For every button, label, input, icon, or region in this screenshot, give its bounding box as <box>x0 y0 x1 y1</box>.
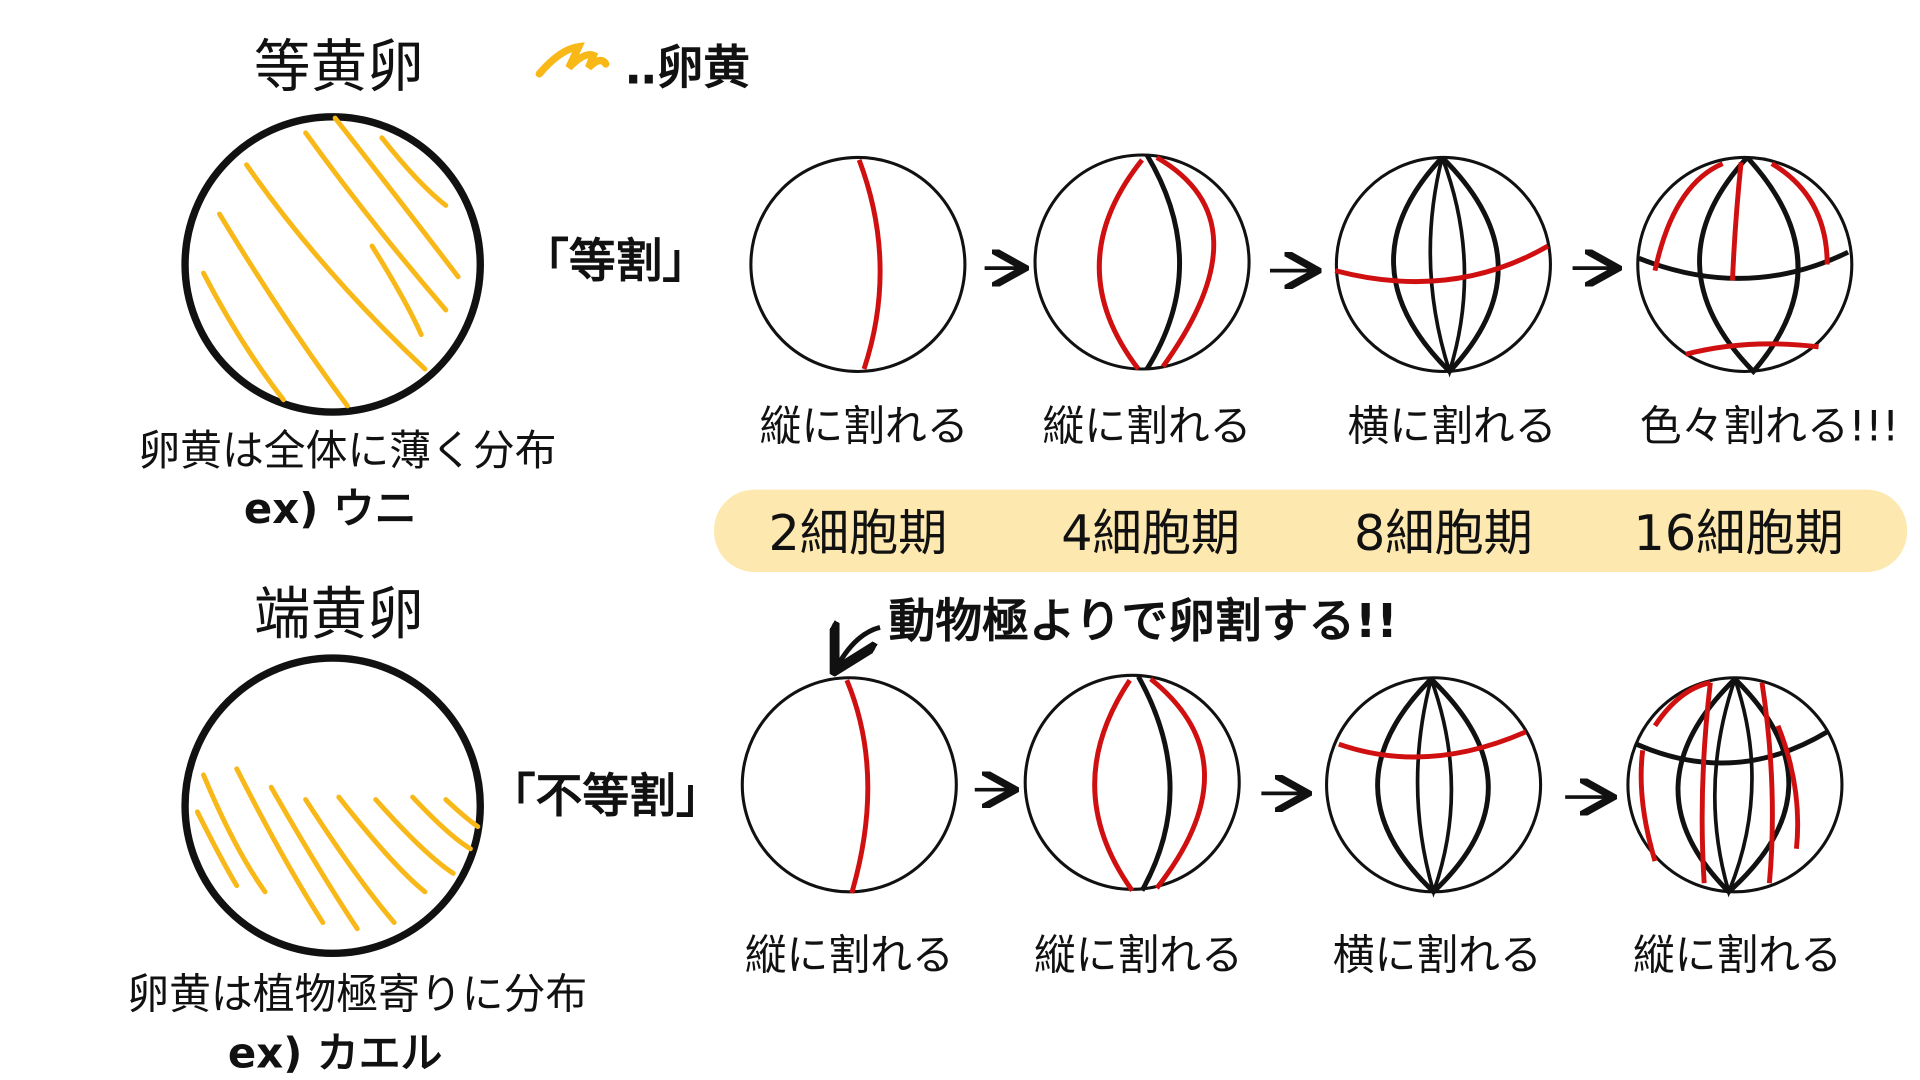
stage-band <box>713 489 1908 572</box>
stage-band-label: 2細胞期 <box>768 504 947 562</box>
telolecithal-description: 卵黄は植物極寄りに分布 <box>127 970 587 1019</box>
top-stage-label: 縦に割れる <box>760 401 969 450</box>
svg-text:‥卵黄: ‥卵黄 <box>625 42 750 96</box>
bottom-stage-label: 横に割れる <box>1333 930 1542 979</box>
stage-band-label: 16細胞期 <box>1634 504 1844 562</box>
isolecithal-description: 卵黄は全体に薄く分布 <box>138 426 556 475</box>
bottom-stage-label: 縦に割れる <box>1633 930 1842 979</box>
telolecithal-example: ex) カエル <box>228 1029 442 1078</box>
bottom-stage-label: 縦に割れる <box>1034 930 1243 979</box>
yolk-scribble-icon <box>535 42 610 78</box>
yolk-legend: ‥卵黄 <box>535 42 750 96</box>
telolecithal-egg <box>181 654 484 957</box>
top-stage-8cell <box>1334 155 1552 378</box>
isolecithal-title: 等黄卵 <box>254 34 424 100</box>
top-stage-label: 色々割れる!!! <box>1640 401 1899 450</box>
stage-band-label: 4細胞期 <box>1061 504 1240 562</box>
bottom-stage-8cell <box>1325 676 1543 898</box>
bottom-stage-label: 縦に割れる <box>745 930 954 979</box>
isolecithal-example: ex) ウニ <box>244 484 417 533</box>
top-stage-label: 縦に割れる <box>1042 401 1251 450</box>
telolecithal-cleavage-type: 「不等割」 <box>489 770 723 824</box>
stage-band-label: 8細胞期 <box>1354 504 1533 562</box>
top-stage-2cell <box>749 155 967 374</box>
bottom-stage-2cell <box>740 676 958 894</box>
bottom-stage-4cell <box>1023 673 1241 892</box>
top-stage-label: 横に割れる <box>1347 401 1556 450</box>
top-stage-4cell <box>1033 153 1251 371</box>
telolecithal-title: 端黄卵 <box>254 581 424 647</box>
top-stage-arrows <box>984 268 1615 270</box>
top-stage-16cell <box>1636 155 1854 376</box>
isolecithal-egg <box>181 113 484 416</box>
isolecithal-cleavage-type: 「等割」 <box>522 235 709 289</box>
bottom-stage-16cell <box>1626 676 1844 898</box>
telolecithal-note: 動物極よりで卵割する!! <box>889 595 1398 649</box>
bottom-stage-arrows <box>974 790 1610 797</box>
pointer-arrow-icon <box>837 627 881 666</box>
